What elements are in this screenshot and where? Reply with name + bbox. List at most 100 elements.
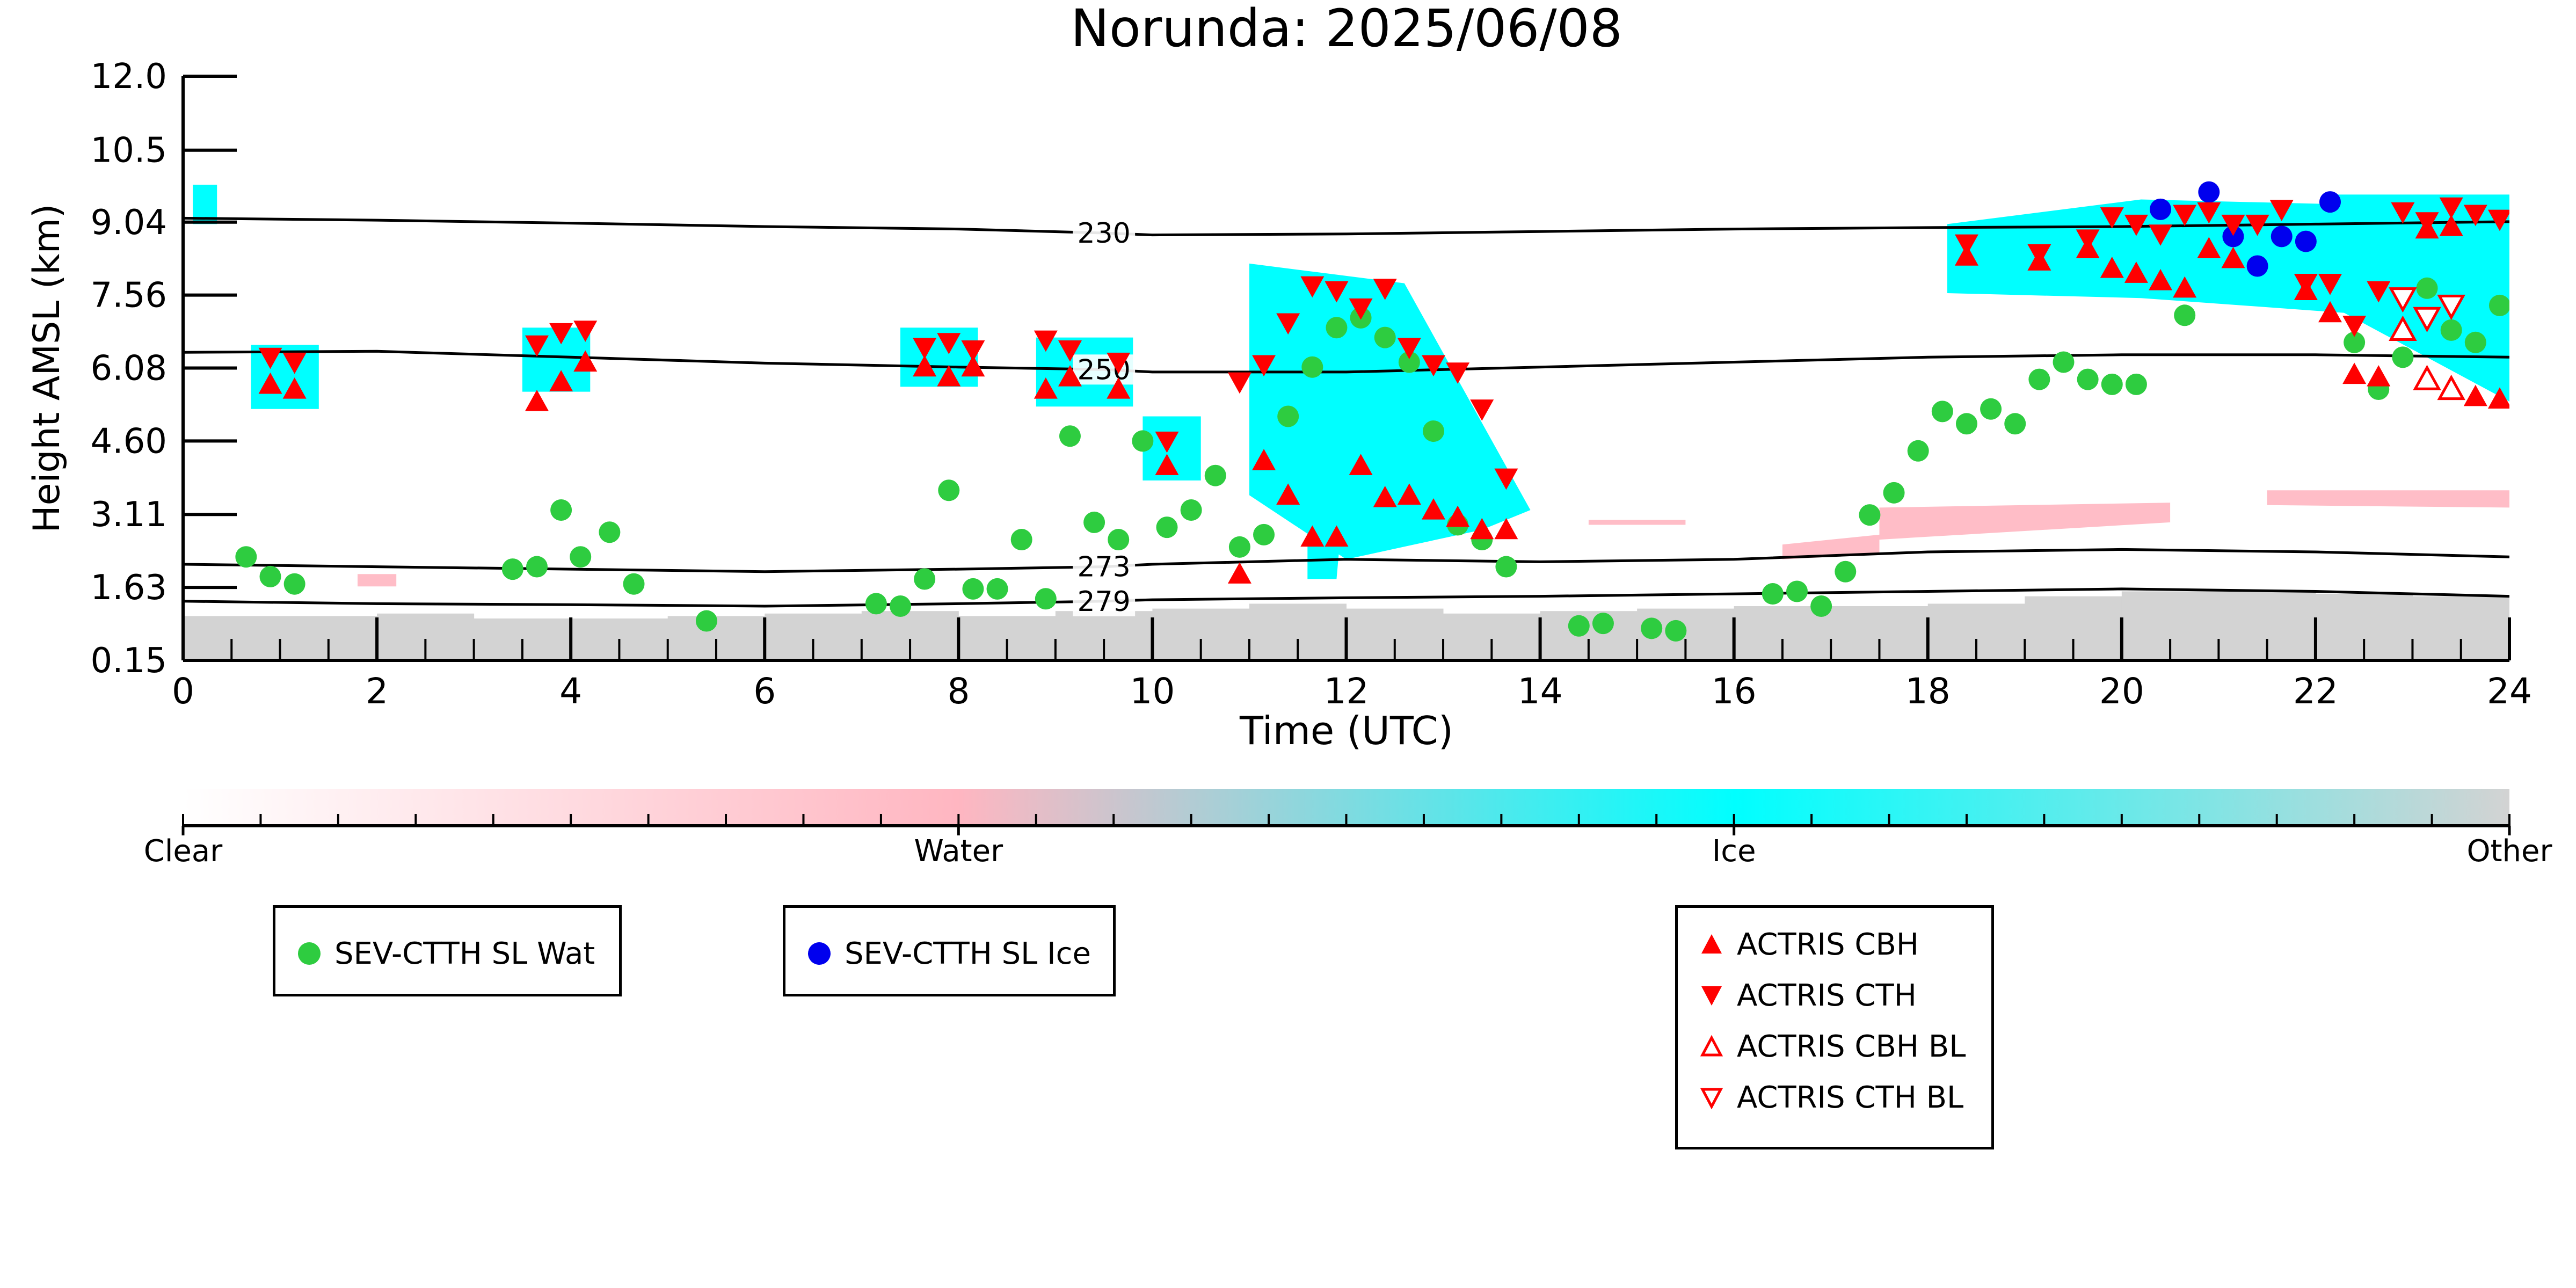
colorbar-ticks: Clear Water Ice Other xyxy=(144,814,2552,869)
data-point xyxy=(2463,205,2487,227)
legend-label: ACTRIS CBH BL xyxy=(1737,1029,1966,1064)
data-point xyxy=(2149,269,2173,290)
y-tick-label: 3.11 xyxy=(91,495,168,535)
x-tick-label: 6 xyxy=(753,671,776,712)
data-point xyxy=(2318,301,2342,323)
data-point xyxy=(2463,384,2487,406)
data-point xyxy=(573,350,598,372)
data-point xyxy=(1980,398,2002,420)
x-tick-label: 24 xyxy=(2487,671,2532,712)
data-point xyxy=(1228,536,1250,558)
data-point xyxy=(1665,620,1687,642)
data-point xyxy=(1398,351,1420,373)
data-point xyxy=(1058,340,1082,362)
data-point xyxy=(1108,529,1130,551)
legend-label: SEV-CTTH SL Ice xyxy=(845,936,1091,971)
data-point xyxy=(2077,368,2099,390)
data-point xyxy=(2197,202,2221,224)
data-point xyxy=(2389,287,2417,313)
data-point xyxy=(961,355,985,377)
legend-label: SEV-CTTH SL Wat xyxy=(334,936,595,971)
data-point xyxy=(1349,454,1373,475)
data-point xyxy=(1835,561,1857,583)
data-point xyxy=(2053,351,2075,373)
data-point xyxy=(1156,516,1178,539)
data-point xyxy=(2319,191,2341,213)
data-point xyxy=(2437,294,2465,321)
data-point xyxy=(2295,230,2317,252)
data-point xyxy=(2439,197,2463,219)
legend-item-cth-bl: ACTRIS CTH BL xyxy=(1699,1080,1963,1115)
y-tick-label: 6.08 xyxy=(91,349,168,389)
contour-label: 230 xyxy=(1078,217,1131,250)
data-point xyxy=(258,372,282,394)
x-tick-label: 22 xyxy=(2293,671,2338,712)
data-point xyxy=(1494,518,1518,540)
legend-item-cth: ACTRIS CTH xyxy=(1699,978,1917,1013)
data-point xyxy=(1325,525,1349,547)
data-point xyxy=(1641,617,1663,639)
colorbar-label: Clear xyxy=(144,834,223,869)
data-point xyxy=(1253,523,1275,545)
legend-label: ACTRIS CBH xyxy=(1737,927,1919,962)
data-point xyxy=(2437,374,2465,401)
data-point xyxy=(961,340,985,362)
data-point xyxy=(549,323,573,345)
data-point xyxy=(2464,331,2486,353)
green-circle-marker-icon xyxy=(298,942,321,965)
data-point xyxy=(1955,413,1977,435)
data-point xyxy=(2342,316,2367,337)
data-point xyxy=(235,546,257,568)
legend-item-sl-wat: SEV-CTTH SL Wat xyxy=(297,936,595,971)
colorbar-label: Other xyxy=(2466,834,2552,869)
data-point xyxy=(2246,255,2268,277)
data-point xyxy=(2100,207,2124,229)
series-sev-ctth-sl-ice xyxy=(2150,181,2341,277)
data-point xyxy=(937,333,961,354)
contour-line xyxy=(183,216,2509,237)
data-point xyxy=(938,479,960,501)
data-point xyxy=(1155,454,1179,475)
data-point xyxy=(2101,373,2123,395)
x-tick-label: 12 xyxy=(1324,671,1369,712)
data-point xyxy=(1325,281,1349,303)
series-actris-cth-bl xyxy=(2389,287,2465,333)
series-actris-cth xyxy=(258,197,2509,490)
data-point xyxy=(2413,365,2441,390)
contour-label: 273 xyxy=(1078,551,1131,584)
data-point xyxy=(1592,613,1614,635)
data-point xyxy=(2221,214,2245,236)
data-point xyxy=(2222,225,2244,248)
data-point xyxy=(695,610,717,632)
data-point xyxy=(986,578,1008,600)
colorbar-label: Ice xyxy=(1712,834,1756,869)
data-point xyxy=(1931,401,1953,423)
data-point xyxy=(283,573,305,595)
data-point xyxy=(1422,420,1444,442)
data-point xyxy=(1859,504,1881,526)
x-axis-label: Time (UTC) xyxy=(1239,708,1453,753)
data-point xyxy=(1276,483,1300,505)
data-point xyxy=(2124,214,2148,236)
data-point xyxy=(1470,399,1494,421)
data-point xyxy=(549,370,573,391)
data-point xyxy=(1349,298,1373,320)
contour-label: 279 xyxy=(1078,586,1131,618)
data-point xyxy=(1277,405,1299,427)
data-point xyxy=(2392,346,2414,368)
data-point xyxy=(2173,276,2197,298)
data-point xyxy=(2294,274,2318,295)
x-tick-label: 10 xyxy=(1130,671,1175,712)
data-point xyxy=(1397,483,1421,505)
data-point xyxy=(913,338,937,359)
data-point xyxy=(501,558,523,580)
data-point xyxy=(2076,229,2100,251)
data-point xyxy=(890,595,912,617)
ice-region xyxy=(193,185,217,224)
legend-item-cbh-bl: ACTRIS CBH BL xyxy=(1699,1029,1966,1064)
data-point xyxy=(1373,279,1397,300)
data-point xyxy=(1132,430,1154,452)
data-point xyxy=(2391,202,2415,224)
